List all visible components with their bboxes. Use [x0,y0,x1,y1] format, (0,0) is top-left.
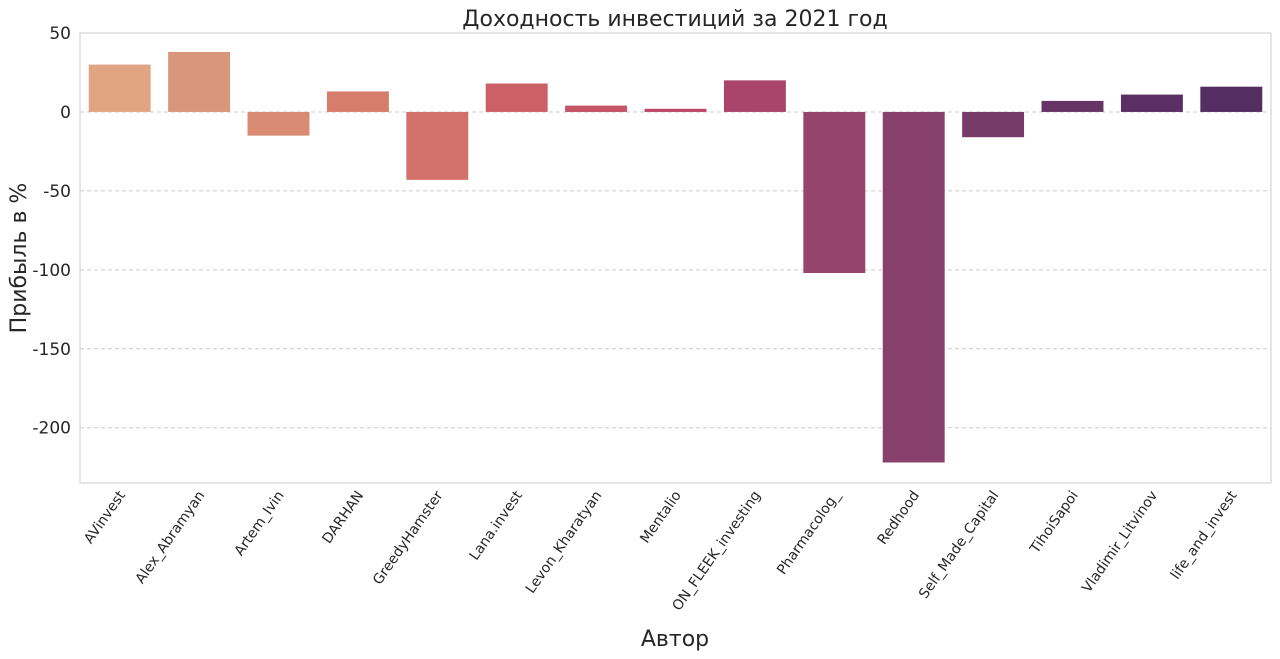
y-tick-label: -100 [32,261,71,281]
bar-pharmacolog [803,111,866,274]
x-tick-label: Lana.invest [467,488,527,564]
bar-on-fleek-investing [723,80,786,112]
bar-darhan [326,91,389,112]
chart-title: Доходность инвестиций за 2021 год [462,7,887,32]
x-tick-label: Levon_Kharatyan [523,488,606,596]
plot-frame [79,32,1272,484]
y-tick-label: 50 [49,24,71,44]
bar-vladimir-litvinov [1120,94,1183,112]
bar-redhood [882,111,945,463]
x-tick-label: Artem_Ivin [232,488,288,559]
x-tick-label: Pharmacolog_ [774,487,844,577]
x-tick-label: TihoiSapoi [1027,488,1082,557]
x-tick-label: Vladimir_Litvinov [1079,488,1161,596]
grid-lines [80,32,1271,429]
bar-mentalio [644,108,707,112]
x-tick-label: GreedyHamster [370,488,447,588]
y-tick-labels: 50 0 -50 -100 -150 -200 [32,24,71,439]
y-axis-label: Прибыль в % [7,183,32,334]
x-tick-label: Redhood [875,488,923,548]
bar-levon-kharatyan [565,105,628,112]
x-tick-label: Mentalio [637,488,685,546]
y-tick-label: -200 [32,419,71,439]
bar-lana-invest [485,83,548,112]
bar-life-and-invest [1200,86,1263,112]
bar-self-made-capital [962,111,1025,138]
x-axis-label: Автор [641,627,709,652]
bar-artem-ivin [247,111,310,136]
bar-alex-abramyan [168,51,231,112]
x-tick-label: ON_FLEEK_investing [669,488,764,614]
y-tick-label: 0 [60,103,71,123]
y-tick-label: -150 [32,340,71,360]
bar-tihoisapoi [1041,100,1104,112]
x-tick-label: DARHAN [319,488,367,547]
bars [88,51,1263,463]
bar-avinvest [88,64,151,112]
x-tick-label: Alex_Abramyan [133,488,209,587]
bar-greedyhamster [406,111,469,180]
x-tick-label: life_and_invest [1168,488,1241,583]
x-tick-label: AVinvest [81,488,129,547]
x-tick-label: Self_Made_Capital [916,488,1002,602]
y-tick-label: -50 [43,182,71,202]
x-tick-labels: AVinvest Alex_Abramyan Artem_Ivin DARHAN Gre… [81,487,1241,614]
